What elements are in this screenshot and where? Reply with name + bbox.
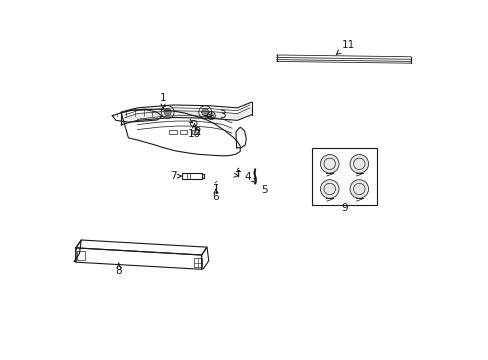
Circle shape xyxy=(349,154,368,173)
Text: 2: 2 xyxy=(194,127,201,137)
Circle shape xyxy=(201,109,208,116)
Bar xyxy=(191,130,198,134)
Text: 1: 1 xyxy=(160,93,166,109)
Circle shape xyxy=(349,180,368,198)
Circle shape xyxy=(164,109,171,116)
Text: 10: 10 xyxy=(187,123,201,139)
Text: 9: 9 xyxy=(341,203,347,213)
Bar xyxy=(180,130,187,134)
Bar xyxy=(193,258,202,267)
Circle shape xyxy=(320,154,338,173)
Bar xyxy=(169,130,176,134)
Text: 4: 4 xyxy=(233,172,251,182)
Bar xyxy=(312,148,376,205)
Bar xyxy=(182,173,202,179)
Bar xyxy=(77,251,85,260)
Text: 3: 3 xyxy=(208,110,225,120)
Text: 6: 6 xyxy=(212,189,219,202)
Text: 11: 11 xyxy=(336,40,354,54)
Circle shape xyxy=(320,180,338,198)
Text: 8: 8 xyxy=(115,263,122,276)
Text: 5: 5 xyxy=(251,178,267,195)
Text: 7: 7 xyxy=(170,171,181,181)
